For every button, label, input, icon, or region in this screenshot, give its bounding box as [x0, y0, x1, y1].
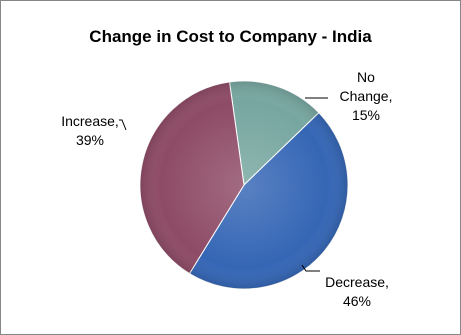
data-label-increase: Increase, 39%: [61, 113, 119, 148]
data-label-line: 15%: [352, 107, 380, 123]
data-label-line: 46%: [343, 293, 371, 309]
data-label-line: Decrease,: [325, 274, 389, 290]
data-label-decrease: Decrease, 46%: [325, 274, 389, 309]
data-label-no-change: No Change, 15%: [340, 69, 393, 123]
leader-line-decrease: [301, 264, 320, 272]
leader-line-increase: [119, 119, 127, 131]
data-label-line: Change,: [340, 88, 393, 104]
pie-slices: [139, 80, 349, 290]
data-label-line: No: [357, 69, 375, 85]
chart-title: Change in Cost to Company - India: [89, 27, 372, 46]
leader-lines: [119, 97, 328, 272]
data-labels: No Change, 15% Decrease, 46% Increase, 39%: [61, 69, 392, 309]
data-label-line: Increase,: [61, 113, 119, 129]
data-label-line: 39%: [76, 132, 104, 148]
